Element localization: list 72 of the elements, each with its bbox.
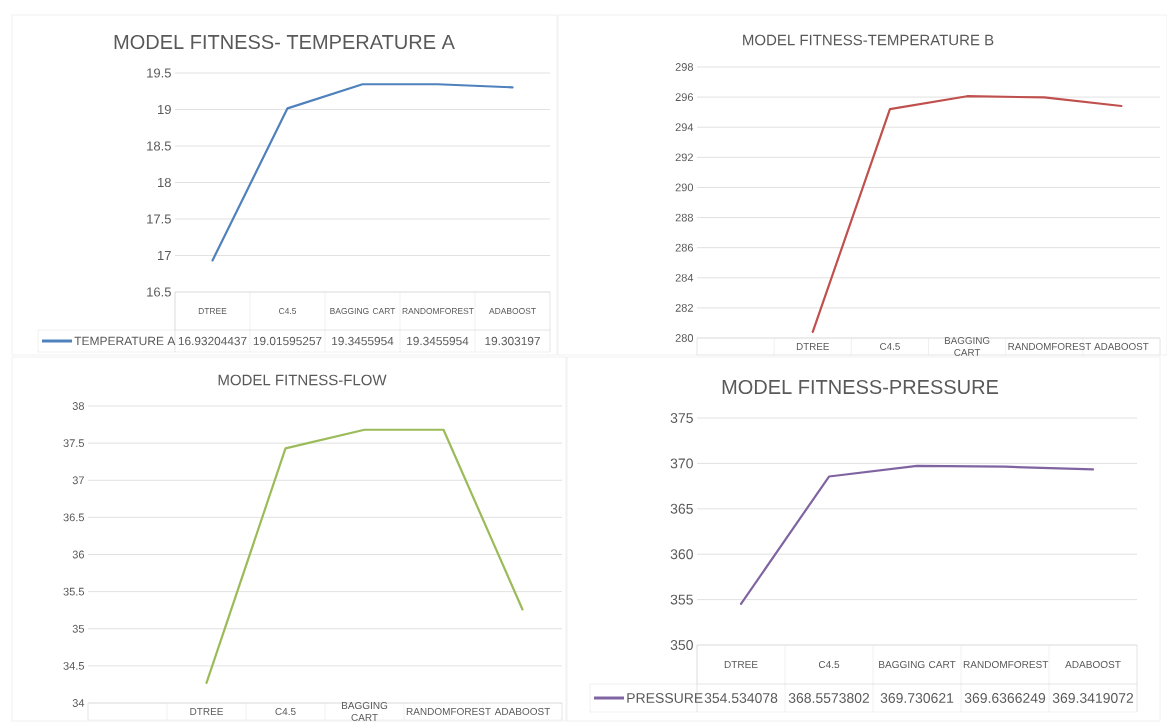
- x-tick-label: C4.5: [880, 343, 900, 350]
- data-label: 19.3455954: [332, 336, 394, 346]
- y-tick-label: 36.5: [63, 513, 85, 522]
- y-tick-label: 296: [675, 93, 694, 102]
- chart-title: MODEL FITNESS-PRESSURE: [722, 379, 999, 395]
- y-tick-label: 34: [72, 699, 85, 707]
- y-tick-label: 350: [670, 640, 693, 650]
- y-tick-label: 36: [72, 550, 84, 559]
- data-label: 354.534078: [704, 693, 778, 703]
- y-tick-label: 35.5: [63, 587, 85, 596]
- y-tick-label: 280: [675, 334, 694, 342]
- x-tick-label: RANDOMFOREST: [963, 660, 1049, 669]
- y-tick-label: 365: [670, 503, 693, 514]
- y-tick-label: 19.5: [147, 68, 171, 78]
- legend-label: TEMPERATURE A: [74, 336, 176, 346]
- chart-title: MODEL FITNESS- TEMPERATURE A: [114, 34, 455, 50]
- x-tick-label: DTREE: [198, 308, 227, 314]
- x-tick-label: DTREE: [796, 343, 829, 350]
- y-tick-label: 375: [670, 413, 693, 423]
- y-tick-label: 38: [72, 402, 84, 410]
- chart-title: MODEL FITNESS-TEMPERATURE B: [743, 34, 994, 46]
- legend-label: PRESSURE: [627, 693, 703, 703]
- y-tick-label: 355: [670, 594, 693, 605]
- x-tick-label: C4.5: [818, 660, 840, 669]
- y-tick-label: 18.5: [147, 141, 171, 151]
- y-tick-label: 34.5: [63, 661, 85, 670]
- x-tick-label: C4.5: [275, 707, 296, 716]
- x-tick-label: RANDOMFOREST: [1008, 343, 1092, 350]
- x-tick-label: BAGGING CART: [330, 308, 396, 314]
- y-tick-label: 284: [675, 273, 694, 282]
- y-tick-label: 286: [675, 243, 694, 252]
- data-label: 19.01595257: [253, 336, 322, 346]
- x-tick-label: BAGGING CART: [944, 337, 990, 356]
- line-series: [811, 95, 1123, 334]
- y-tick-label: 360: [670, 549, 693, 560]
- x-tick-label: DTREE: [724, 661, 758, 668]
- chart-title: MODEL FITNESS-FLOW: [218, 374, 387, 386]
- y-tick-label: 16.5: [147, 287, 171, 297]
- y-tick-label: 294: [675, 123, 694, 132]
- data-label: 369.730621: [880, 693, 954, 703]
- data-label: 19.303197: [485, 336, 540, 346]
- y-tick-label: 282: [675, 303, 693, 312]
- y-tick-label: 35: [72, 624, 85, 633]
- data-label: 369.6366249: [964, 693, 1046, 703]
- x-tick-label: C4.5: [278, 308, 297, 314]
- y-tick-label: 37: [72, 476, 84, 485]
- x-tick-label: BAGGING CART: [879, 660, 956, 669]
- x-tick-label: RANDOMFOREST: [402, 308, 474, 314]
- y-tick-label: 17.5: [147, 214, 171, 224]
- x-tick-label: ADABOOST: [489, 308, 536, 314]
- data-label: 19.3455954: [407, 336, 469, 346]
- x-tick-label: ADABOOST: [1065, 660, 1121, 669]
- x-tick-label: ADABOOST: [1094, 343, 1149, 350]
- y-tick-label: 298: [675, 63, 694, 71]
- data-label: 16.93204437: [178, 336, 247, 346]
- line-series: [211, 83, 514, 262]
- y-tick-label: 17: [158, 251, 171, 260]
- y-tick-label: 37.5: [63, 439, 85, 448]
- x-tick-label: DTREE: [190, 708, 224, 715]
- y-tick-label: 18: [158, 177, 171, 188]
- line-series: [205, 428, 524, 685]
- y-tick-label: 290: [675, 183, 694, 192]
- y-tick-label: 370: [670, 458, 693, 469]
- y-tick-label: 19: [158, 104, 171, 115]
- x-tick-label: RANDOMFOREST: [406, 707, 491, 716]
- data-label: 368.5573802: [788, 693, 870, 703]
- data-label: 369.3419072: [1052, 693, 1134, 703]
- x-tick-label: BAGGING CART: [342, 701, 388, 722]
- y-tick-label: 288: [675, 213, 694, 222]
- y-tick-label: 292: [675, 153, 693, 162]
- line-series: [739, 464, 1095, 605]
- x-tick-label: ADABOOST: [494, 707, 551, 716]
